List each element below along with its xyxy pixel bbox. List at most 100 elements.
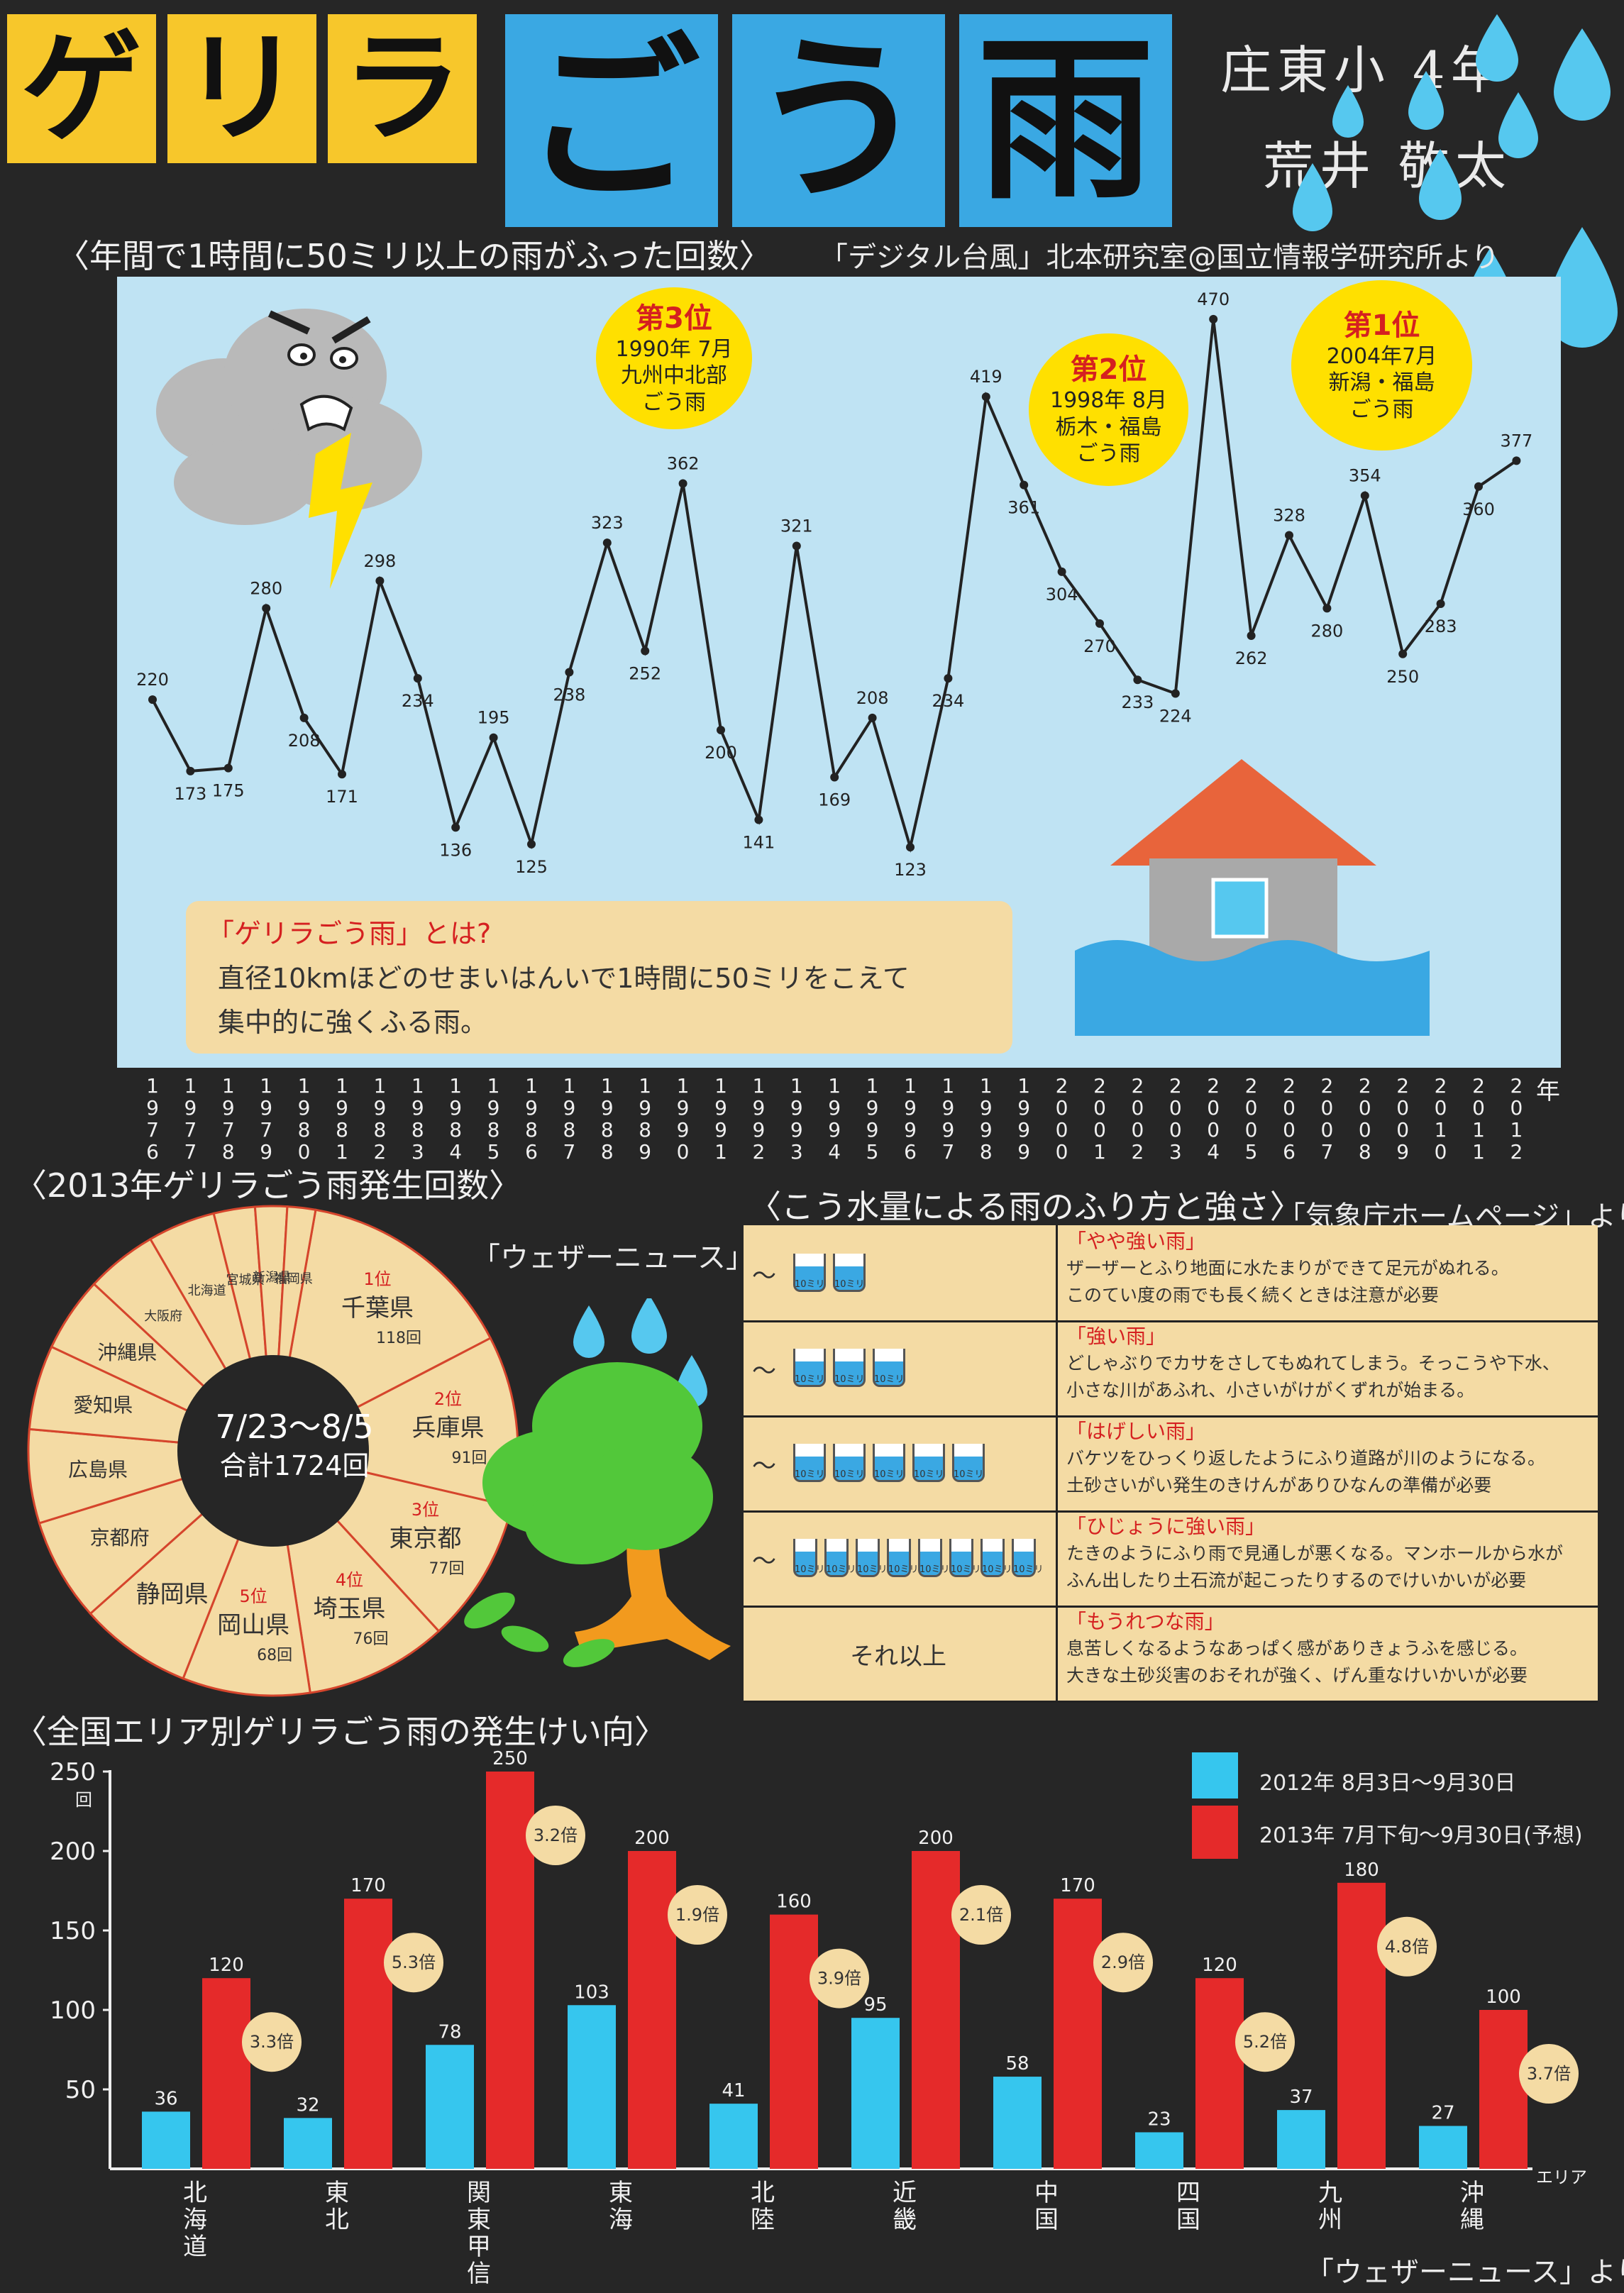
line-point [1285,531,1293,540]
bucket-icon [918,1539,942,1577]
pie-slice-label: 愛知県 [73,1393,133,1417]
line-point [754,815,763,824]
lightning-icon [309,433,372,589]
rank2-bubble: 第2位 1998年 8月 栃木・福島 ごう雨 [1029,333,1188,486]
bar-value-label: 27 [1431,2103,1454,2124]
line-point [1474,482,1483,491]
bar-2013 [344,1899,392,2169]
bar-value-label: 23 [1147,2109,1171,2130]
line-value-label: 224 [1159,707,1192,726]
line-point [1020,480,1029,490]
table-row: 〜 10ミリ 10ミリ 「やや強い雨」 ザーザーとふり地面に水たまりができて足元がぬれる… [744,1225,1598,1322]
bucket-label: 10ミリ [795,1564,825,1575]
bar-2012 [142,2111,190,2169]
bucket-label: 10ミリ [874,1374,905,1385]
bucket-label: 10ミリ [795,1469,825,1480]
bucket-icon [873,1444,905,1482]
bar-category-label: 九州 [1318,2179,1342,2234]
storm-cloud-icon [156,309,422,525]
bucket-label: 10ミリ [834,1279,865,1290]
bar-2012 [568,2005,616,2169]
line-point [602,538,612,548]
pie-slice-label: 福岡県 [275,1271,313,1286]
rain-category-text: 土砂さいがい発生のきけんがありひなんの準備が必要 [1066,1475,1492,1496]
rank3-bubble: 第3位 1990年 7月 九州中北部 ごう雨 [596,287,752,429]
title-char-1: ゲ [7,14,156,163]
rank1-line1: 2004年7月 [1326,343,1437,369]
ratio-badge [951,1885,1011,1945]
title-char-4: ご [505,14,718,227]
bar-2013 [1195,1978,1244,2169]
ratio-badge [526,1806,585,1865]
pie-slice-label: 大阪府 [144,1309,182,1324]
title-char-5: う [732,14,945,227]
line-value-label: 200 [705,743,737,763]
line-point [565,668,574,677]
ratio-badge [242,2012,302,2072]
bar-chart-source: 「ウェザーニュース」より [1305,2256,1624,2289]
legend-2013-label: 2013年 7月下旬〜9月30日(予想) [1259,1823,1583,1848]
pie-slice-label: 岡山県 [217,1611,289,1640]
pie-rank-label: 3位 [411,1500,439,1520]
bar-2013 [1479,2010,1528,2169]
line-point [1209,314,1218,324]
rank1-label: 第1位 [1343,309,1420,342]
bar-category-label: 中国 [1034,2179,1059,2234]
line-value-label: 195 [477,708,510,728]
ratio-label: 4.8倍 [1385,1937,1429,1957]
line-chart-title: 〈年間で1時間に50ミリ以上の雨がふった回数〉 [57,237,772,275]
bar-category-label: 北海道 [183,2179,207,2261]
rank3-line1: 1990年 7月 [615,336,733,362]
line-value-label: 123 [894,860,927,880]
ratio-label: 5.3倍 [392,1952,436,1972]
bucket-label: 10ミリ [857,1564,888,1575]
pie-slice-label: 京都府 [90,1526,150,1549]
bar-value-label: 200 [918,1828,954,1849]
bar-value-label: 32 [296,2094,319,2116]
line-value-label: 321 [780,516,813,536]
line-point [262,604,271,613]
pie-slice-label: 埼玉県 [314,1595,386,1623]
line-value-label: 280 [250,578,282,598]
title-char-3: ラ [328,14,477,163]
bar-value-label: 58 [1005,2053,1029,2074]
bar-value-label: 41 [722,2080,745,2101]
bucket-label: 10ミリ [888,1564,919,1575]
rain-category-heading: 「はげしい雨」 [1066,1420,1206,1443]
line-value-label: 360 [1462,499,1495,519]
bucket-icon [912,1444,945,1482]
line-point [1436,599,1445,608]
ratio-label: 2.1倍 [959,1905,1003,1925]
line-value-label: 141 [742,833,775,853]
line-value-label: 362 [667,454,700,474]
bucket-icon [952,1444,985,1482]
line-point [678,479,687,488]
line-point [717,726,725,734]
bucket-label: 10ミリ [919,1564,950,1575]
bucket-icon [793,1254,826,1292]
line-value-label: 323 [591,513,624,533]
line-value-label: 304 [1046,585,1078,604]
bar-2012 [426,2045,474,2169]
bar-value-label: 250 [492,1748,528,1769]
pie-chart-title: 〈2013年ゲリラごう雨発生回数〉 [14,1166,522,1205]
line-point [944,674,953,683]
bar-value-label: 170 [1060,1875,1095,1896]
line-point [906,843,915,852]
table-cell-amount: それ以上 [744,1606,1058,1701]
